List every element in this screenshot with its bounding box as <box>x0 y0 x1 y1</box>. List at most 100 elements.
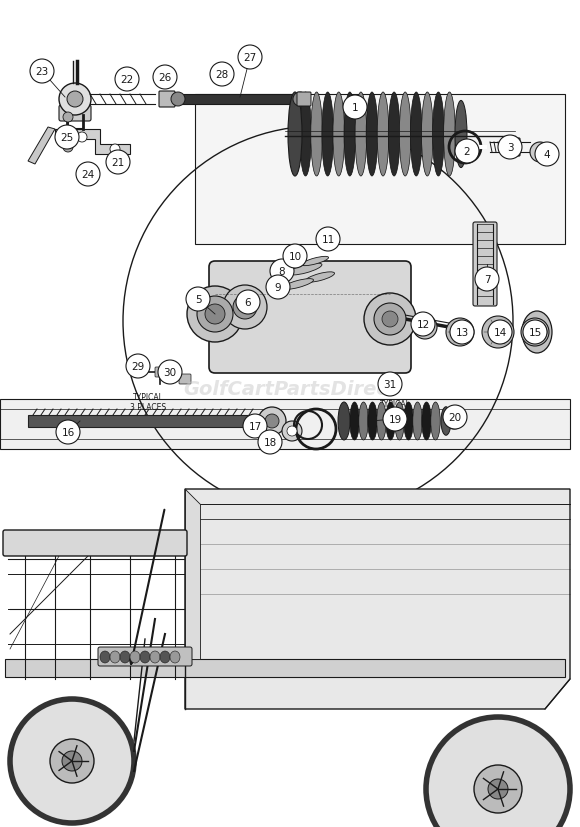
Ellipse shape <box>388 93 400 177</box>
Ellipse shape <box>288 93 302 177</box>
Text: 8: 8 <box>278 266 285 277</box>
Circle shape <box>266 275 290 299</box>
Circle shape <box>30 60 54 84</box>
Circle shape <box>258 408 286 436</box>
Circle shape <box>76 163 100 187</box>
Circle shape <box>171 93 185 107</box>
Circle shape <box>223 285 267 330</box>
Ellipse shape <box>311 93 322 177</box>
Text: 18: 18 <box>263 437 277 447</box>
Circle shape <box>10 699 134 823</box>
Circle shape <box>444 409 464 429</box>
Text: 17: 17 <box>248 422 262 432</box>
Ellipse shape <box>422 93 433 177</box>
Circle shape <box>126 355 150 379</box>
Ellipse shape <box>404 403 413 441</box>
Text: 22: 22 <box>121 75 133 85</box>
Circle shape <box>450 321 474 345</box>
Ellipse shape <box>338 403 350 441</box>
Text: 30: 30 <box>164 367 176 378</box>
FancyBboxPatch shape <box>195 95 565 245</box>
Circle shape <box>450 415 458 423</box>
Circle shape <box>521 318 549 347</box>
Ellipse shape <box>413 403 422 441</box>
Circle shape <box>110 145 120 155</box>
Circle shape <box>536 149 544 157</box>
Ellipse shape <box>344 93 356 177</box>
Ellipse shape <box>282 280 313 290</box>
Circle shape <box>378 372 402 396</box>
Ellipse shape <box>333 93 345 177</box>
Circle shape <box>265 414 279 428</box>
Circle shape <box>63 112 73 123</box>
Circle shape <box>523 321 547 345</box>
Ellipse shape <box>355 93 367 177</box>
Polygon shape <box>185 490 570 709</box>
Ellipse shape <box>130 651 140 663</box>
Circle shape <box>426 717 570 827</box>
Text: 13: 13 <box>455 327 469 337</box>
Text: 9: 9 <box>275 283 281 293</box>
FancyBboxPatch shape <box>473 222 497 307</box>
Text: 29: 29 <box>132 361 144 371</box>
Circle shape <box>186 288 210 312</box>
Ellipse shape <box>422 403 431 441</box>
Ellipse shape <box>300 93 311 177</box>
Ellipse shape <box>110 651 120 663</box>
Ellipse shape <box>395 403 404 441</box>
Circle shape <box>59 84 91 116</box>
FancyBboxPatch shape <box>179 375 191 385</box>
Circle shape <box>482 317 514 348</box>
Ellipse shape <box>140 651 150 663</box>
Circle shape <box>282 422 302 442</box>
Text: 31: 31 <box>383 380 397 390</box>
Ellipse shape <box>302 257 328 266</box>
FancyBboxPatch shape <box>155 367 167 378</box>
Ellipse shape <box>366 93 378 177</box>
Circle shape <box>187 287 243 342</box>
FancyBboxPatch shape <box>5 659 565 677</box>
Circle shape <box>106 151 130 174</box>
Text: 2: 2 <box>463 147 470 157</box>
Text: 23: 23 <box>35 67 49 77</box>
FancyBboxPatch shape <box>98 648 192 667</box>
Text: 16: 16 <box>61 428 75 437</box>
Text: GolfCartPartsDirect: GolfCartPartsDirect <box>183 380 397 399</box>
Circle shape <box>498 136 522 160</box>
Circle shape <box>474 765 522 813</box>
Text: 6: 6 <box>245 298 251 308</box>
Ellipse shape <box>160 651 170 663</box>
Circle shape <box>115 68 139 92</box>
Circle shape <box>56 420 80 444</box>
Circle shape <box>364 294 416 346</box>
Circle shape <box>455 140 479 164</box>
Circle shape <box>67 92 83 108</box>
Circle shape <box>382 312 398 327</box>
FancyBboxPatch shape <box>59 106 91 122</box>
Text: 7: 7 <box>484 275 490 284</box>
Circle shape <box>238 46 262 70</box>
FancyBboxPatch shape <box>159 92 175 108</box>
Ellipse shape <box>522 312 552 354</box>
Text: 19: 19 <box>389 414 401 424</box>
Text: 15: 15 <box>528 327 542 337</box>
Ellipse shape <box>359 403 368 441</box>
Circle shape <box>293 93 307 107</box>
Ellipse shape <box>322 93 334 177</box>
Circle shape <box>283 245 307 269</box>
Text: 26: 26 <box>158 73 172 83</box>
Circle shape <box>158 361 182 385</box>
Text: 25: 25 <box>60 133 74 143</box>
Text: 24: 24 <box>81 170 95 179</box>
FancyBboxPatch shape <box>28 415 270 428</box>
Text: 20: 20 <box>448 413 462 423</box>
Polygon shape <box>28 128 55 165</box>
Circle shape <box>419 322 431 333</box>
Ellipse shape <box>288 264 322 275</box>
Circle shape <box>63 143 73 153</box>
Ellipse shape <box>444 93 455 177</box>
Circle shape <box>287 427 297 437</box>
Circle shape <box>488 321 512 345</box>
Circle shape <box>527 323 547 342</box>
FancyBboxPatch shape <box>297 93 311 107</box>
